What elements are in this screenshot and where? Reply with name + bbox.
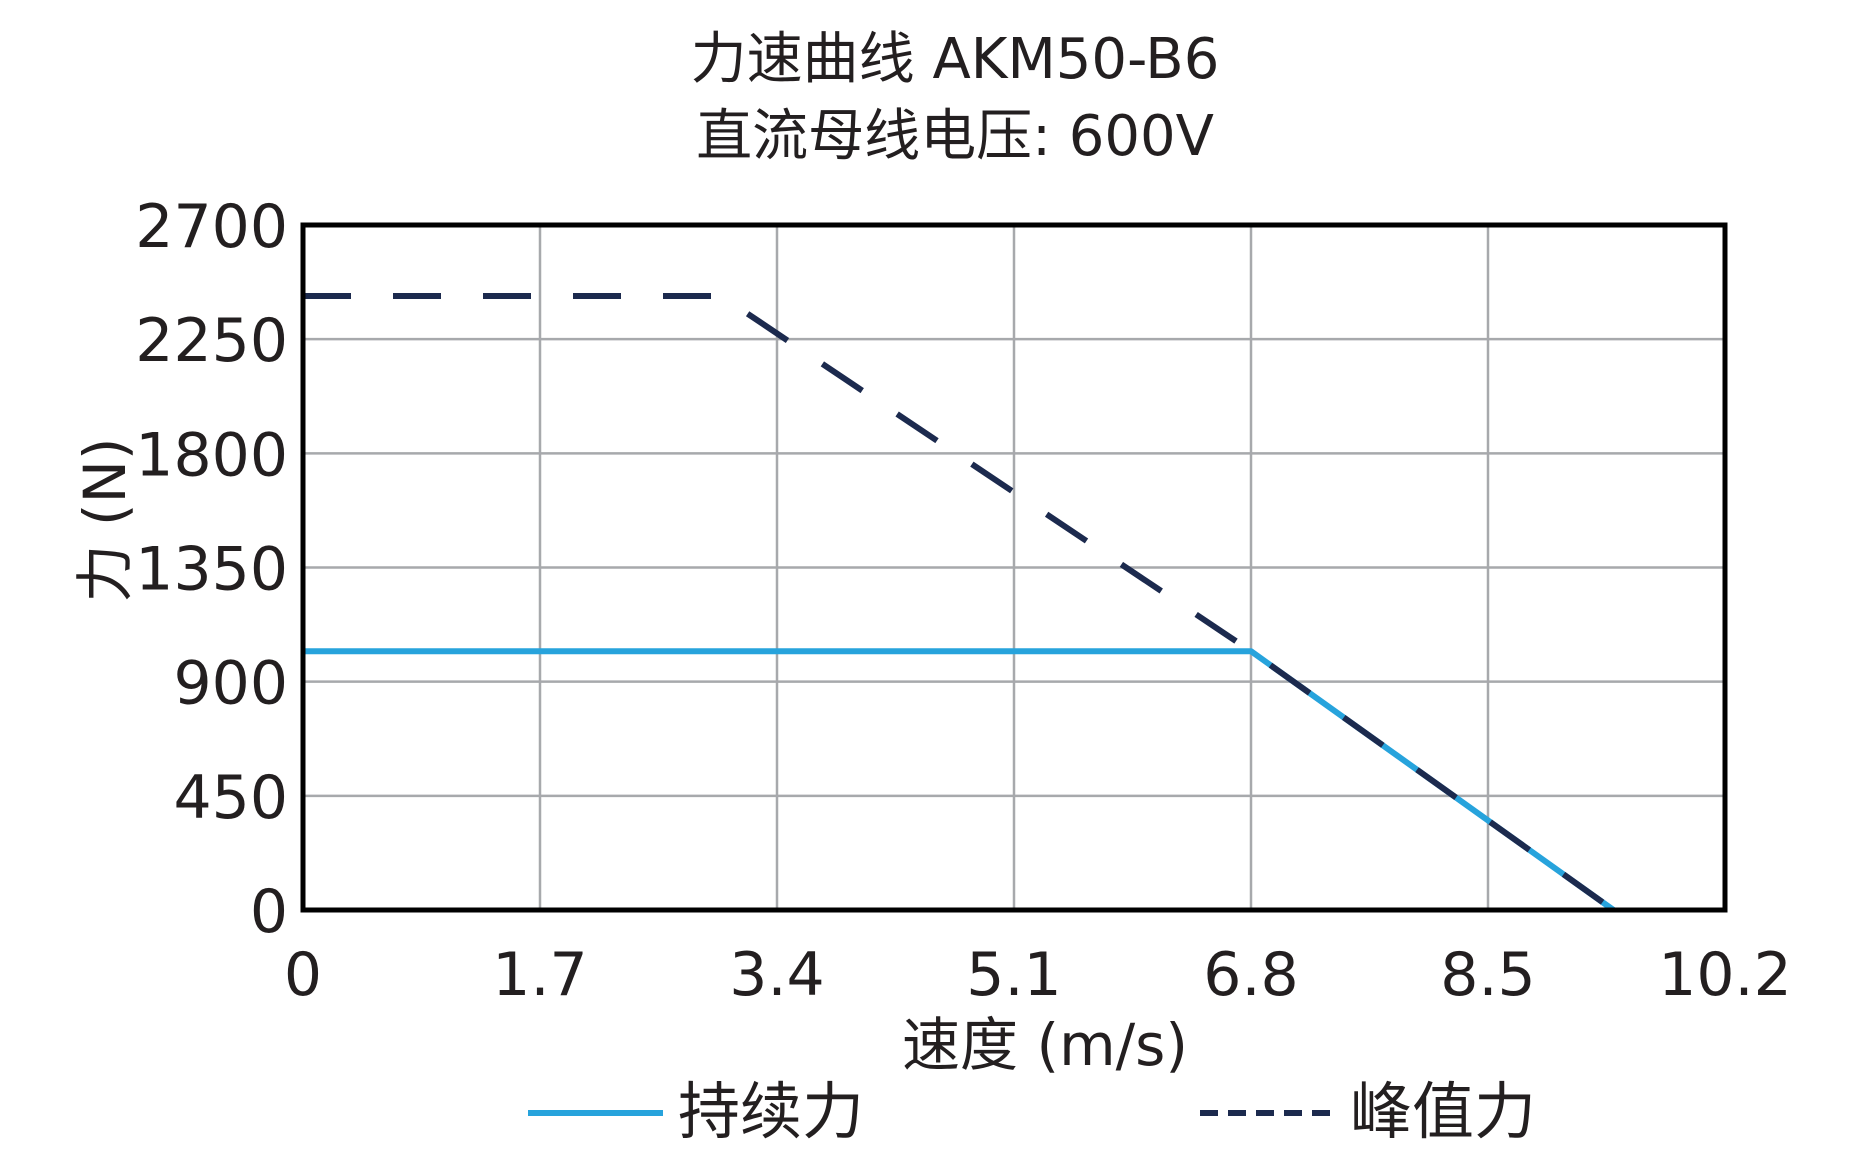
chart-title: 力速曲线 AKM50-B6	[691, 27, 1220, 92]
y-tick-label: 2700	[135, 192, 288, 262]
x-tick-label: 0	[284, 940, 322, 1010]
grid-lines	[301, 223, 1727, 912]
x-tick-label: 1.7	[492, 940, 587, 1010]
y-tick-label: 0	[250, 877, 288, 947]
y-tick-label: 2250	[135, 306, 288, 376]
y-axis-label: 力 (N)	[71, 437, 139, 602]
y-axis-ticks: 0 450 900 1350 1800 2250 2700	[135, 192, 288, 947]
plot-frame	[300, 222, 1728, 913]
y-tick-label: 1350	[135, 535, 288, 605]
series-lines	[303, 293, 1616, 913]
y-tick-label: 1800	[135, 420, 288, 490]
x-axis-ticks: 0 1.7 3.4 5.1 6.8 8.5 10.2	[284, 940, 1792, 1010]
x-tick-label: 5.1	[966, 940, 1061, 1010]
series-line-continuous-force	[303, 648, 1616, 913]
x-axis-label: 速度 (m/s)	[902, 1011, 1188, 1079]
x-tick-label: 6.8	[1203, 940, 1298, 1010]
legend: 持续力 峰值力	[528, 1075, 1536, 1148]
x-tick-label: 10.2	[1658, 940, 1792, 1010]
y-tick-label: 900	[173, 649, 288, 719]
x-tick-label: 3.4	[729, 940, 824, 1010]
chart-subtitle: 直流母线电压: 600V	[696, 104, 1214, 169]
y-tick-label: 450	[173, 763, 288, 833]
legend-label: 峰值力	[1350, 1075, 1536, 1148]
series-line-peak-force	[303, 293, 1616, 913]
legend-label: 持续力	[678, 1075, 864, 1148]
x-tick-label: 8.5	[1440, 940, 1535, 1010]
